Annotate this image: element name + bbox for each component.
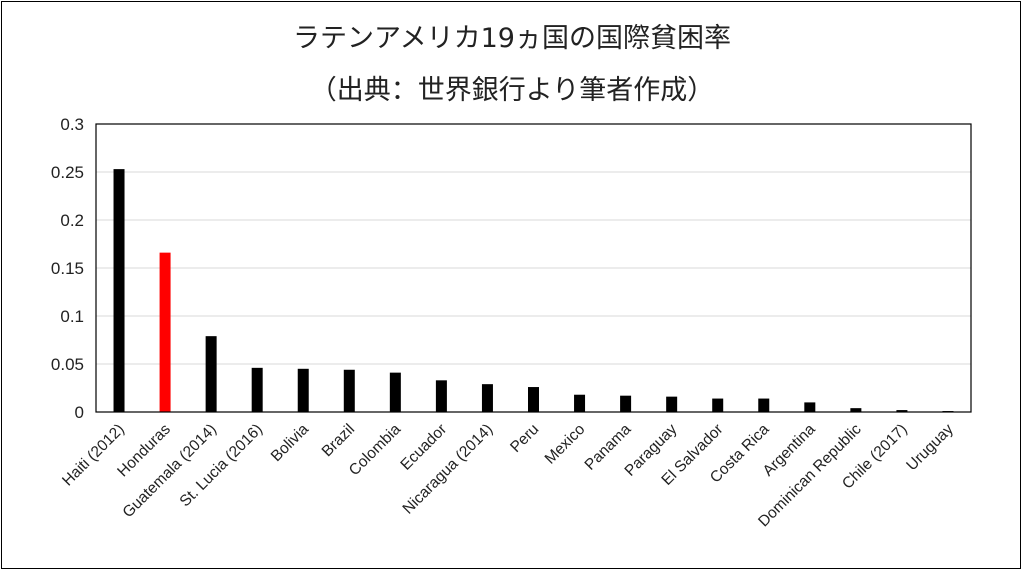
bar-guatemala-2014 <box>205 336 217 412</box>
bar-colombia <box>389 372 401 412</box>
bar-chile-2017 <box>896 410 908 412</box>
y-tick-label: 0.1 <box>60 307 84 326</box>
bar-argentina <box>804 402 816 412</box>
bar-bolivia <box>297 368 309 412</box>
plot-area-border <box>95 123 972 413</box>
y-tick-label: 0.2 <box>60 211 84 230</box>
x-tick-label: Peru <box>507 421 542 456</box>
bar-nicaragua-2014 <box>481 384 493 412</box>
bar-costa-rica <box>758 398 770 412</box>
bar-honduras <box>159 252 171 412</box>
chart-title: ラテンアメリカ19ヵ国の国際貧困率 <box>292 23 731 54</box>
bar-mexico <box>574 394 586 412</box>
bar-peru <box>528 387 539 412</box>
gridlines <box>96 123 971 413</box>
bar-haiti-2012 <box>113 169 125 412</box>
x-tick-label: Brazil <box>319 421 358 460</box>
y-tick-label: 0.05 <box>51 355 84 374</box>
y-tick-label: 0 <box>75 403 84 422</box>
y-tick-label: 0.15 <box>51 259 84 278</box>
bar-dominican-republic <box>850 408 862 412</box>
y-tick-label: 0.25 <box>51 163 84 182</box>
x-tick-label: St. Lucia (2016) <box>177 421 266 510</box>
bar-paraguay <box>666 396 678 412</box>
bar-ecuador <box>435 380 447 412</box>
bar-st-lucia-2016 <box>251 367 263 412</box>
x-tick-label: Bolivia <box>268 421 313 466</box>
bar-brazil <box>343 369 355 412</box>
y-tick-label: 0.3 <box>60 115 84 134</box>
x-tick-label: Haiti (2012) <box>59 421 128 490</box>
y-axis-ticks: 0 0.05 0.1 0.15 0.2 0.25 0.3 <box>51 115 84 422</box>
bars <box>113 169 954 412</box>
chart-subtitle: （出典：世界銀行より筆者作成） <box>309 75 715 106</box>
bar-el-salvador <box>712 398 724 412</box>
x-tick-label: Uruguay <box>903 421 957 475</box>
x-tick-label: Nicaragua (2014) <box>400 421 497 518</box>
bar-panama <box>620 395 632 412</box>
